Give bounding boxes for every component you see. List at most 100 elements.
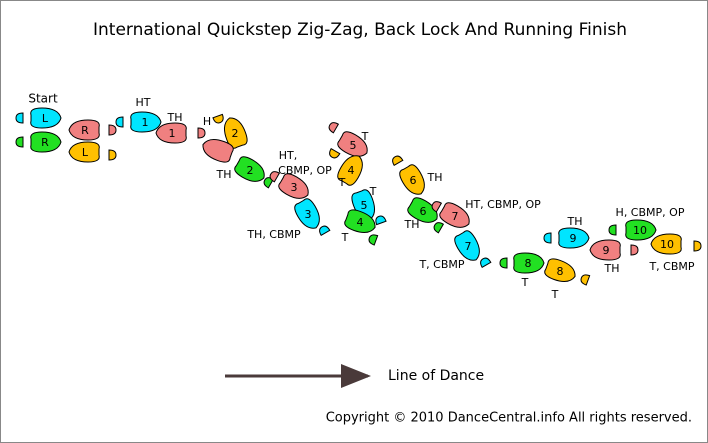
foot-heel — [329, 147, 341, 159]
step-annotation: CBMP, OP — [278, 164, 332, 177]
step-annotation: HT, CBMP, OP — [465, 198, 541, 211]
foot-label: 8 — [557, 265, 564, 278]
step-annotation: TH — [567, 215, 583, 228]
heel — [329, 147, 341, 159]
foot-sole — [544, 258, 576, 283]
heel — [15, 136, 24, 148]
foot-sole — [294, 198, 320, 229]
step-annotation: T, CBMP — [648, 260, 694, 273]
line-of-dance-label: Line of Dance — [388, 368, 484, 384]
foot-heel — [480, 257, 492, 269]
step-annotation: TH — [427, 171, 443, 184]
step-annotation: TH — [404, 218, 420, 231]
foot-heel — [108, 149, 117, 161]
foot-sole — [558, 227, 590, 249]
footprint — [202, 138, 234, 163]
foot-sole — [439, 202, 470, 228]
step-annotation: T — [551, 288, 559, 301]
heel — [392, 155, 404, 167]
footprint — [454, 230, 480, 261]
heel — [108, 149, 117, 161]
footprint — [399, 164, 425, 195]
foot-sole — [68, 119, 100, 141]
footprint — [30, 107, 62, 129]
foot-label: 6 — [410, 174, 417, 187]
foot-sole — [202, 138, 234, 163]
step-annotation: HT — [136, 96, 151, 109]
foot-sole — [30, 107, 62, 129]
step-annotation: H — [203, 115, 211, 128]
footprint — [294, 198, 320, 229]
copyright: Copyright © 2010 DanceCentral.info All r… — [326, 411, 692, 426]
footprint — [130, 111, 162, 133]
step-annotation: T — [521, 276, 529, 289]
step-annotation: TH, CBMP — [246, 228, 301, 241]
foot-heel — [375, 215, 387, 226]
foot-label: 10 — [660, 238, 674, 251]
foot-sole — [589, 239, 621, 261]
heel — [433, 222, 445, 234]
step-annotation: T, CBMP — [418, 258, 464, 271]
foot-label: 2 — [247, 164, 254, 177]
foot-sole — [513, 252, 545, 274]
heel — [630, 244, 639, 256]
foot-heel — [197, 127, 206, 139]
foot-heel — [630, 244, 639, 256]
footprint — [544, 258, 576, 283]
foot-sole — [68, 141, 100, 163]
foot-sole — [407, 197, 438, 223]
footprint — [337, 155, 363, 186]
foot-label: 10 — [633, 224, 647, 237]
footprint — [68, 119, 100, 141]
foot-sole — [454, 230, 480, 261]
foot-label: 9 — [603, 244, 610, 257]
foot-heel — [433, 222, 445, 234]
footprint — [30, 131, 62, 153]
foot-heel — [543, 232, 552, 244]
heel — [212, 113, 224, 124]
foot-sole — [234, 156, 265, 182]
start-label: Start — [28, 92, 58, 106]
foot-sole — [337, 131, 368, 157]
title: International Quickstep Zig-Zag, Back Lo… — [93, 20, 627, 40]
step-annotation: TH — [167, 111, 183, 124]
foot-heel — [693, 240, 702, 252]
step-annotation: T — [338, 176, 346, 189]
heel — [499, 257, 508, 269]
step-annotation: H, CBMP, OP — [616, 206, 685, 219]
footprint — [155, 122, 187, 144]
step-annotation: T — [341, 231, 349, 244]
footprint — [558, 227, 590, 249]
foot-label: 4 — [348, 164, 355, 177]
heel — [269, 171, 281, 183]
foot-label: 2 — [232, 127, 239, 140]
heel — [328, 122, 340, 134]
foot-heel — [115, 116, 124, 128]
foot-label: R — [81, 124, 89, 137]
step-annotation: TH — [216, 168, 232, 181]
foot-heel — [212, 113, 224, 124]
foot-sole — [278, 173, 309, 199]
heel — [108, 124, 117, 136]
foot-label: 5 — [361, 199, 368, 212]
heel — [543, 232, 552, 244]
foot-label: 7 — [465, 240, 472, 253]
heel — [115, 116, 124, 128]
footprint — [278, 173, 309, 199]
foot-heel — [431, 201, 443, 213]
heel — [375, 215, 387, 226]
foot-label: 7 — [452, 210, 459, 223]
foot-label: L — [82, 146, 89, 159]
heel — [431, 201, 443, 213]
footprint — [344, 209, 376, 234]
footprint — [68, 141, 100, 163]
foot-label: 6 — [420, 205, 427, 218]
foot-sole — [399, 164, 425, 195]
step-annotation: T — [369, 185, 377, 198]
foot-heel — [328, 122, 340, 134]
foot-heel — [15, 112, 24, 124]
foot-sole — [30, 131, 62, 153]
foot-label: 9 — [570, 232, 577, 245]
foot-label: 5 — [350, 139, 357, 152]
step-annotation: T — [361, 130, 369, 143]
